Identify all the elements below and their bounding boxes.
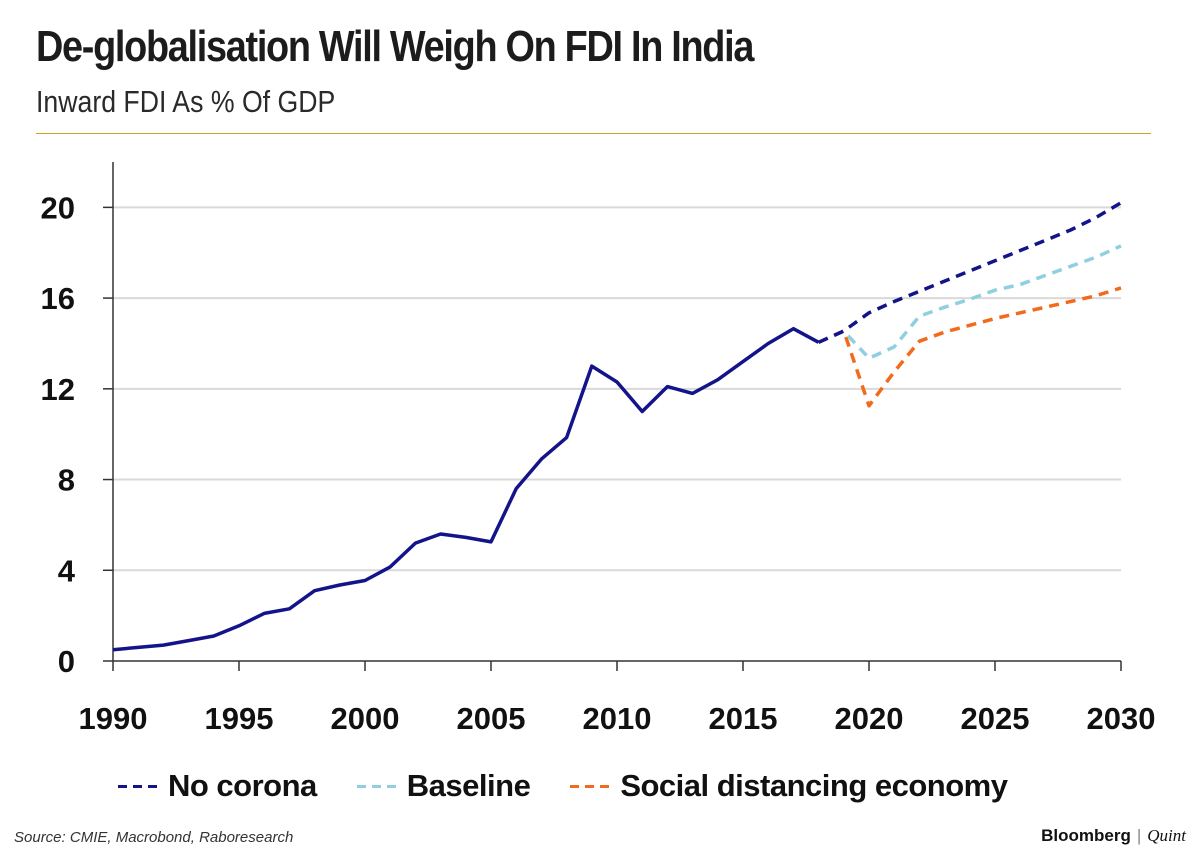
series-lines bbox=[112, 201, 1122, 652]
chart-title: De-globalisation Will Weigh On FDI In In… bbox=[36, 22, 754, 71]
legend-swatch-baseline bbox=[356, 785, 401, 788]
legend: No corona Baseline Social distancing eco… bbox=[118, 768, 1047, 804]
source-note: Source: CMIE, Macrobond, Raboresearch bbox=[14, 829, 294, 846]
series-line-social-distancing-economy bbox=[817, 286, 1122, 408]
legend-item-social-distancing: Social distancing economy bbox=[570, 768, 1008, 804]
brand-logo: Bloomberg | Quint bbox=[1041, 826, 1186, 846]
x-tick-label-2015: 2015 bbox=[709, 701, 778, 736]
x-tick-label-2025: 2025 bbox=[961, 701, 1030, 736]
series-line-actual bbox=[112, 326, 820, 652]
y-tick-label-0: 0 bbox=[58, 644, 75, 679]
y-tick-label-8: 8 bbox=[58, 463, 75, 498]
y-tick-label-12: 12 bbox=[41, 372, 75, 407]
y-tick-label-4: 4 bbox=[58, 553, 76, 588]
brand-primary: Bloomberg bbox=[1041, 826, 1131, 845]
legend-label-social-distancing: Social distancing economy bbox=[620, 768, 1008, 803]
gridlines bbox=[113, 206, 1121, 572]
x-tick-label-1995: 1995 bbox=[205, 701, 274, 736]
legend-label-baseline: Baseline bbox=[406, 768, 531, 803]
x-tick-label-2005: 2005 bbox=[457, 701, 526, 736]
brand-separator: | bbox=[1136, 826, 1142, 845]
title-divider bbox=[36, 133, 1151, 134]
brand-secondary: Quint bbox=[1147, 826, 1186, 845]
legend-label-no-corona: No corona bbox=[168, 768, 317, 803]
legend-item-no-corona: No corona bbox=[118, 768, 317, 804]
x-tick-label-2020: 2020 bbox=[835, 701, 904, 736]
y-tick-label-16: 16 bbox=[41, 281, 75, 316]
x-tick-label-1990: 1990 bbox=[79, 701, 148, 736]
legend-swatch-social-distancing bbox=[570, 785, 615, 788]
legend-swatch-no-corona bbox=[118, 785, 162, 788]
legend-item-baseline: Baseline bbox=[356, 768, 531, 804]
tick-labels: 0 4 8 12 16 20 1990 1995 2000 2005 2010 2015 2020 202… bbox=[41, 190, 1156, 736]
chart-subtitle: Inward FDI As % Of GDP bbox=[36, 84, 336, 119]
x-tick-label-2000: 2000 bbox=[331, 701, 400, 736]
series-line-no-corona bbox=[817, 201, 1122, 344]
axes bbox=[103, 162, 1122, 671]
series-line-baseline bbox=[817, 244, 1122, 360]
x-tick-label-2030: 2030 bbox=[1087, 701, 1156, 736]
x-tick-label-2010: 2010 bbox=[583, 701, 652, 736]
y-tick-label-20: 20 bbox=[41, 190, 75, 225]
